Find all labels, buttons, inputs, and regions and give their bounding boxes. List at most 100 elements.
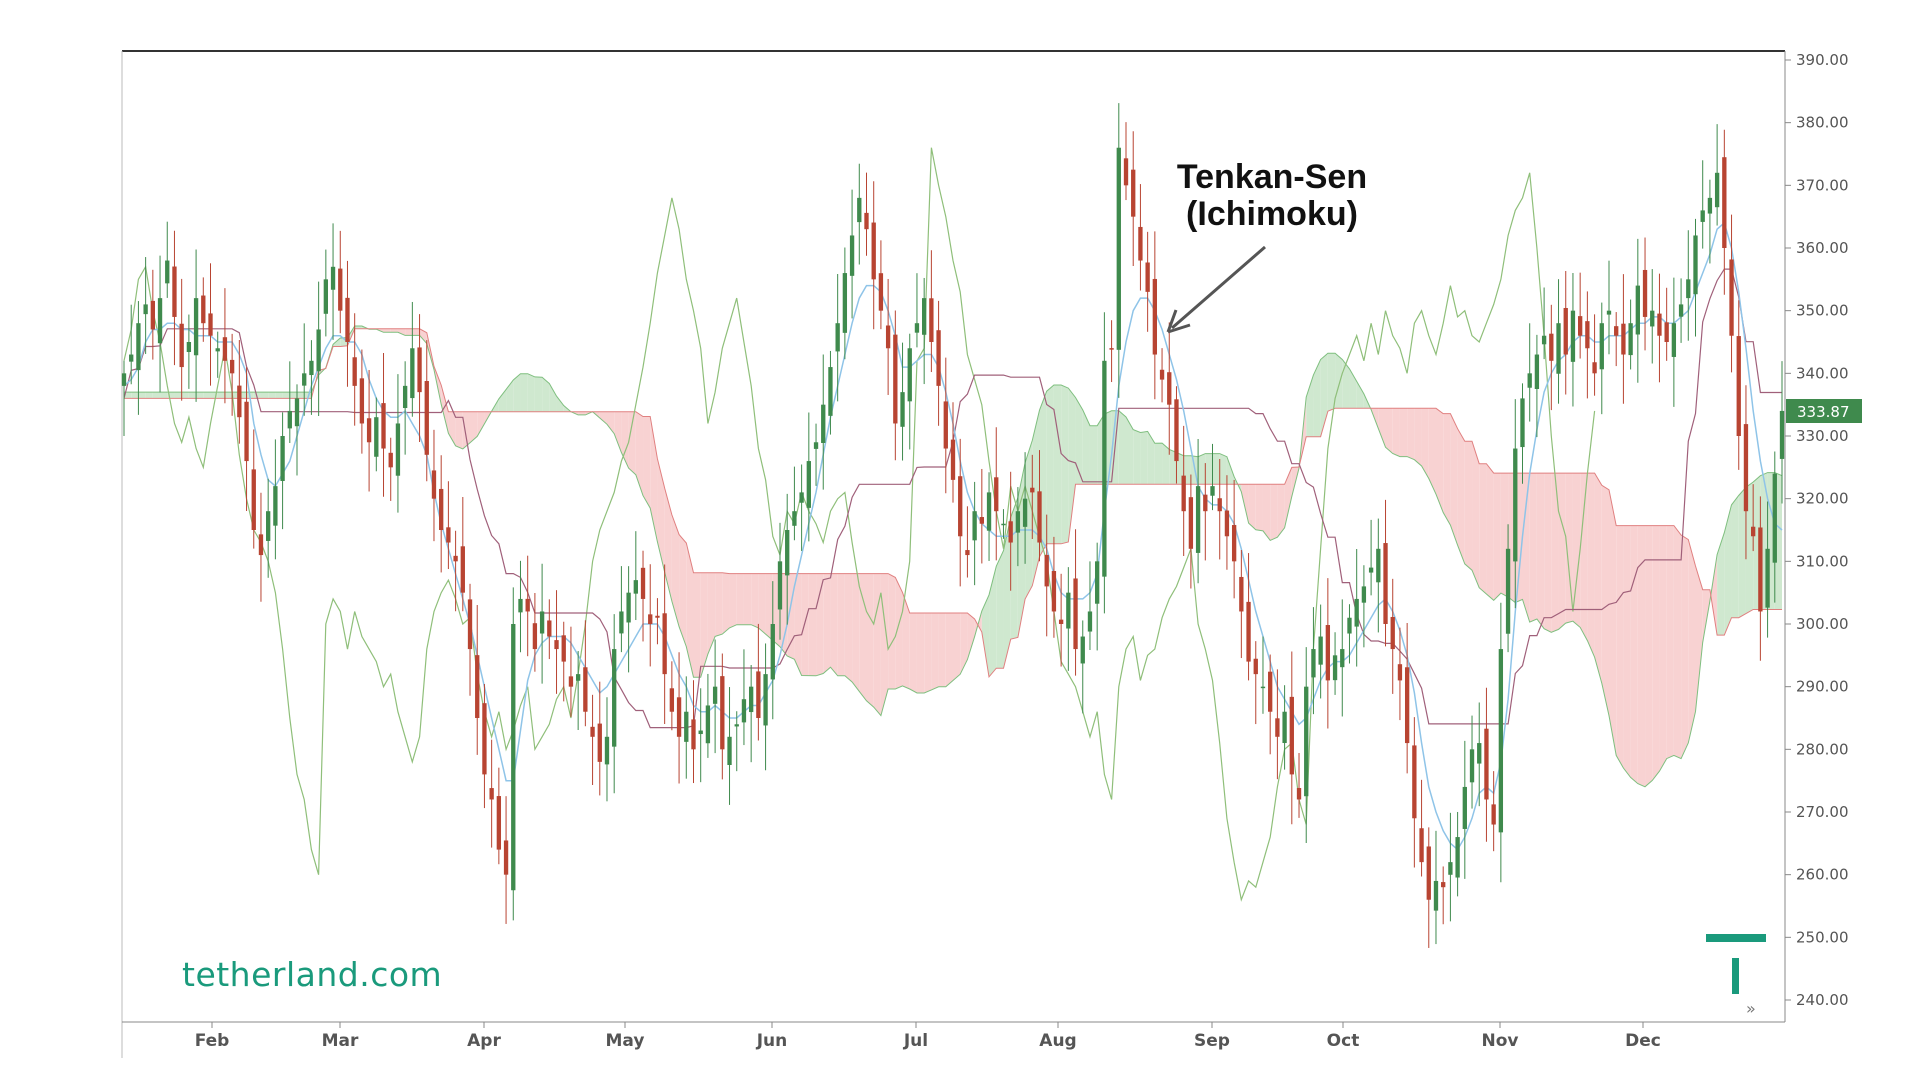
kumo-segment — [859, 573, 867, 701]
kumo-segment — [289, 392, 298, 399]
candle — [1159, 348, 1165, 403]
kumo-segment — [628, 411, 636, 475]
candle — [439, 455, 444, 573]
kumo-segment — [1472, 441, 1480, 588]
kumo-segment — [599, 411, 607, 425]
candle-body — [222, 337, 228, 361]
candle-body — [266, 511, 271, 541]
kumo-segment — [823, 573, 831, 674]
candle-body — [857, 197, 862, 223]
candle — [1239, 550, 1244, 659]
candle — [756, 623, 761, 741]
candle — [849, 189, 855, 319]
candle — [763, 643, 768, 771]
logo-mark: » — [1706, 934, 1766, 1018]
candle — [1751, 484, 1756, 552]
kumo-segment — [938, 612, 946, 687]
candle — [1325, 578, 1331, 729]
candle — [691, 680, 696, 784]
candle — [799, 464, 804, 551]
kumo-segment — [1544, 473, 1552, 633]
candle — [1606, 260, 1612, 355]
kumo-segment — [1522, 473, 1530, 623]
candle — [950, 402, 956, 503]
candle — [1253, 641, 1258, 725]
month-label: Oct — [1327, 1031, 1360, 1051]
kumo-segment — [354, 326, 362, 329]
candle — [806, 412, 811, 542]
candle — [1714, 124, 1720, 226]
candle-body — [439, 488, 444, 530]
candle — [1758, 496, 1763, 661]
kumo-segment — [1198, 453, 1206, 485]
kumo-segment — [686, 542, 694, 678]
candle — [828, 350, 833, 435]
candle-body — [1210, 486, 1215, 496]
candle — [1549, 304, 1554, 411]
candle — [1073, 529, 1078, 676]
kumo-segment — [614, 411, 622, 453]
kumo-segment — [1435, 408, 1444, 513]
candle — [496, 767, 502, 865]
candle-body — [1181, 475, 1186, 512]
candle-body — [770, 624, 775, 680]
candle — [1642, 237, 1648, 351]
candle-body — [1390, 616, 1395, 650]
candle — [1693, 218, 1698, 337]
y-tick-label: 360.00 — [1796, 239, 1849, 257]
kumo-segment — [477, 411, 485, 437]
y-tick-label: 270.00 — [1796, 803, 1849, 821]
kumo-segment — [729, 573, 737, 628]
y-tick-label: 390.00 — [1796, 51, 1849, 69]
candle-body — [828, 367, 833, 416]
kumo-segment — [1277, 484, 1285, 538]
candle — [179, 278, 184, 401]
candle — [1066, 567, 1071, 671]
candle-body — [1404, 667, 1410, 744]
candle-body — [1159, 369, 1165, 380]
candle-body — [1577, 316, 1583, 336]
candle-body — [626, 592, 631, 623]
candle-body — [568, 676, 574, 687]
candle — [936, 300, 941, 426]
kumo-segment — [138, 392, 146, 399]
scroll-right-icon[interactable]: » — [1746, 999, 1756, 1018]
candle — [1145, 231, 1150, 332]
candle — [1332, 632, 1338, 695]
candle-body — [258, 534, 264, 556]
candle — [1268, 654, 1273, 755]
candle — [965, 506, 970, 578]
candle-body — [1332, 655, 1338, 681]
candle-body — [366, 418, 372, 443]
candle — [568, 626, 574, 717]
candle-body — [1231, 525, 1237, 562]
candle-body — [1448, 862, 1453, 875]
candle-body — [943, 401, 948, 449]
candle-body — [280, 436, 285, 481]
kumo-segment — [722, 572, 730, 635]
candle-body — [1195, 486, 1201, 553]
candle — [1167, 322, 1172, 455]
kumo-segment — [909, 612, 917, 694]
candle — [201, 277, 206, 342]
kumo-segment — [830, 573, 838, 676]
candle-body — [669, 688, 675, 712]
candle — [460, 496, 465, 612]
candle — [323, 249, 329, 337]
candle-body — [1246, 601, 1251, 662]
candle-body — [482, 703, 487, 775]
kumo-segment — [981, 594, 990, 677]
kumo-segment — [1587, 473, 1595, 658]
candle — [612, 614, 617, 794]
candle-body — [1145, 262, 1150, 292]
kumo-segment — [664, 488, 672, 602]
candle-body — [316, 329, 321, 372]
candle-body — [1311, 649, 1316, 678]
candle-body — [871, 222, 876, 280]
kumo-segment — [1313, 359, 1321, 437]
candle-body — [157, 298, 163, 344]
candle-body — [525, 598, 530, 612]
candle-body — [799, 492, 804, 503]
candle — [280, 412, 285, 530]
candle-body — [1592, 362, 1597, 374]
